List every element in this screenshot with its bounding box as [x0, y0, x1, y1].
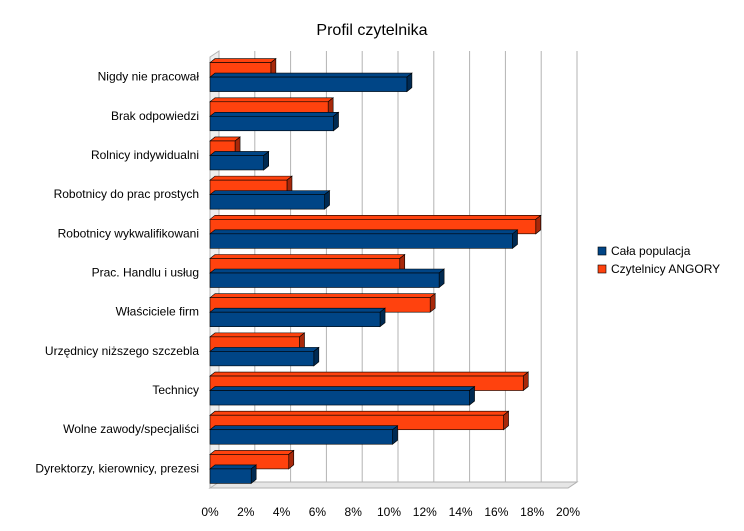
bar-face	[209, 351, 315, 367]
bar	[209, 346, 320, 367]
bar-top	[209, 386, 476, 391]
bar	[209, 150, 270, 171]
category-label: Właściciele firm	[116, 305, 199, 319]
x-tick-label: 14%	[449, 505, 473, 519]
bar-face	[209, 272, 440, 288]
bar	[209, 425, 399, 445]
bar	[209, 190, 331, 210]
bar-face	[209, 468, 252, 484]
category-labels: Nigdy nie pracował Brak odpowiedzi Rolnicy…	[35, 70, 199, 476]
bar-face	[209, 155, 265, 171]
bars	[209, 57, 542, 485]
legend-label: Cała populacja	[611, 244, 691, 258]
x-axis-ticks: 0% 2% 4% 6% 8% 10% 12% 14% 16% 18% 20%	[201, 505, 580, 519]
bar-face	[209, 115, 334, 132]
bar-top	[209, 175, 293, 181]
bar-face	[209, 233, 513, 249]
x-tick-label: 18%	[520, 505, 544, 519]
category-label: Rolnicy indywidualni	[91, 148, 199, 162]
bar-top	[209, 229, 519, 235]
bar-top	[209, 371, 530, 377]
bar-top	[209, 293, 437, 298]
x-tick-label: 2%	[237, 505, 255, 519]
x-tick-label: 16%	[484, 505, 508, 519]
bar	[209, 72, 413, 93]
bar-face	[209, 311, 381, 327]
bar-face	[209, 390, 470, 406]
x-tick-label: 6%	[309, 505, 327, 519]
bar-face	[209, 429, 393, 445]
bar-top	[209, 254, 406, 259]
legend: Cała populacja Czytelnicy ANGORY	[597, 244, 720, 276]
x-tick-label: 12%	[413, 505, 437, 519]
legend-swatch	[597, 264, 607, 274]
bar-top	[209, 410, 510, 416]
bar-face	[209, 76, 408, 92]
category-label: Robotnicy wykwalifikowani	[58, 226, 199, 240]
bar-top	[209, 97, 334, 103]
bar	[209, 111, 340, 132]
bar-top	[209, 347, 320, 352]
bar-top	[209, 111, 340, 117]
chart-title: Profil czytelnika	[316, 22, 427, 39]
bar-top	[209, 58, 277, 63]
bar-top	[209, 72, 413, 78]
bar	[209, 268, 445, 289]
bar	[209, 464, 258, 485]
chart-floor	[208, 481, 579, 489]
bar-top	[209, 151, 270, 156]
x-tick-label: 20%	[556, 505, 580, 519]
category-label: Wolne zawody/specjaliści	[63, 422, 199, 436]
bar-face	[209, 194, 325, 210]
bar-top	[209, 215, 542, 220]
x-tick-label: 0%	[201, 505, 219, 519]
x-tick-label: 4%	[273, 505, 291, 519]
category-label: Brak odpowiedzi	[111, 109, 199, 123]
bar-top	[209, 332, 306, 338]
category-label: Urzędnicy niższego szczebla	[45, 344, 199, 358]
legend-swatch	[597, 246, 607, 256]
x-tick-label: 10%	[377, 505, 401, 519]
bar-top	[209, 464, 258, 470]
legend-label: Czytelnicy ANGORY	[611, 262, 720, 276]
category-label: Prac. Handlu i usług	[92, 266, 199, 280]
bar-top	[209, 190, 331, 195]
bar-top	[209, 307, 386, 313]
bar	[209, 229, 519, 249]
bar-top	[209, 450, 295, 455]
bar-top	[209, 425, 399, 431]
category-label: Dyrektorzy, kierownicy, prezesi	[35, 461, 199, 475]
bar	[209, 385, 476, 406]
bar-top	[209, 268, 445, 274]
category-label: Robotnicy do prac prostych	[54, 187, 199, 201]
category-label: Nigdy nie pracował	[98, 70, 200, 84]
category-label: Technicy	[152, 383, 199, 397]
bar	[209, 307, 386, 328]
x-tick-label: 8%	[345, 505, 363, 519]
